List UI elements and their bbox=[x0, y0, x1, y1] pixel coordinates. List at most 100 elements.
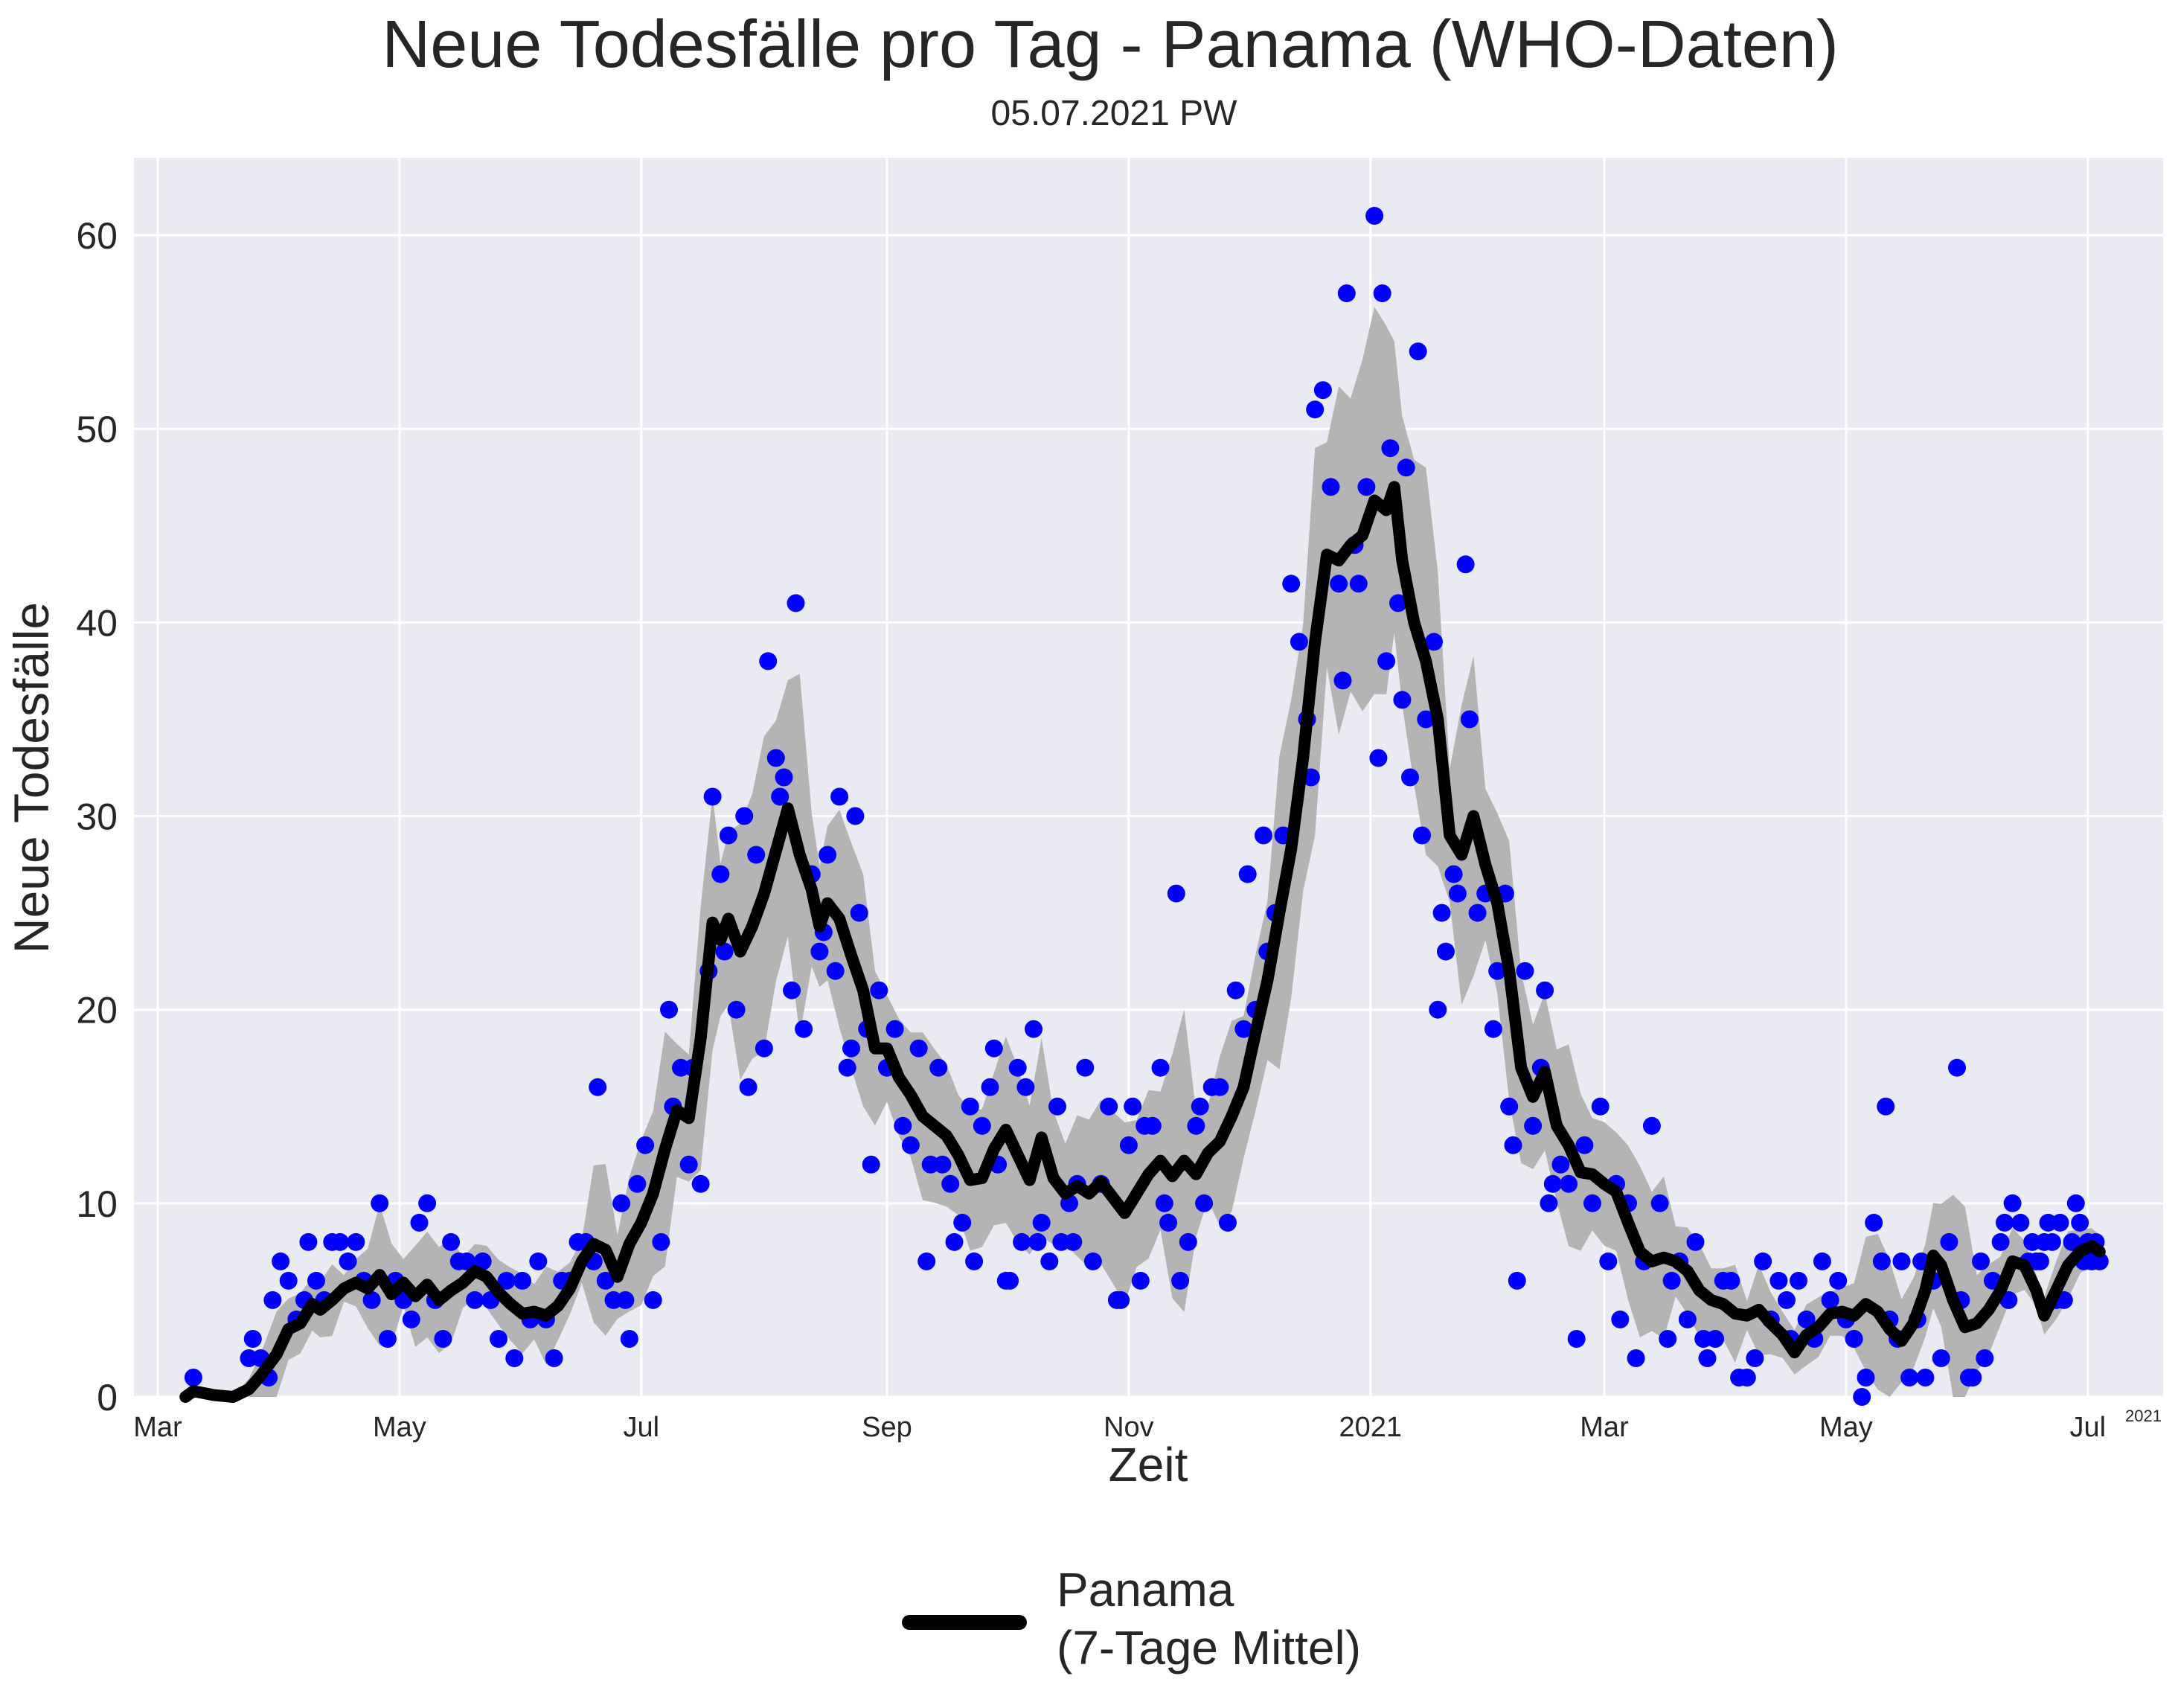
data-point bbox=[1754, 1252, 1772, 1270]
data-point bbox=[1790, 1271, 1807, 1290]
data-point bbox=[272, 1252, 290, 1270]
data-point bbox=[1255, 826, 1272, 845]
mean-line-path bbox=[179, 481, 2106, 1403]
data-point bbox=[1460, 710, 1479, 729]
data-point bbox=[1444, 865, 1463, 883]
data-point bbox=[933, 1155, 952, 1174]
data-point bbox=[917, 1252, 936, 1270]
data-point bbox=[1865, 1213, 1883, 1232]
x-tick-label: Mar bbox=[133, 1412, 182, 1443]
data-point bbox=[1389, 594, 1407, 612]
data-point bbox=[1543, 1174, 1562, 1193]
data-point bbox=[279, 1271, 298, 1290]
data-point bbox=[1401, 768, 1419, 787]
data-point bbox=[1373, 284, 1391, 303]
data-point bbox=[1219, 1213, 1237, 1232]
data-point bbox=[965, 1252, 984, 1270]
data-point bbox=[596, 1271, 615, 1290]
data-point bbox=[1456, 555, 1475, 574]
y-tick-label: 50 bbox=[76, 409, 118, 450]
data-point bbox=[1567, 1330, 1586, 1348]
data-point bbox=[1155, 1194, 1173, 1212]
data-point bbox=[1722, 1271, 1740, 1290]
data-point bbox=[529, 1252, 548, 1270]
data-point bbox=[307, 1271, 325, 1290]
data-point bbox=[1377, 652, 1396, 671]
y-tick-labels: 0 10 20 30 40 50 60 bbox=[76, 215, 118, 1418]
data-point bbox=[739, 1078, 758, 1096]
data-point bbox=[1536, 981, 1554, 999]
data-point bbox=[1508, 1271, 1526, 1290]
data-point bbox=[973, 1116, 991, 1135]
data-point bbox=[1187, 1116, 1205, 1135]
data-point bbox=[545, 1349, 563, 1367]
data-point bbox=[795, 1020, 813, 1038]
data-point bbox=[2071, 1213, 2089, 1232]
data-point bbox=[1028, 1232, 1047, 1251]
data-point bbox=[1131, 1271, 1150, 1290]
data-point bbox=[1349, 575, 1368, 593]
data-point bbox=[941, 1174, 960, 1193]
data-point bbox=[1112, 1290, 1130, 1309]
data-point bbox=[1900, 1369, 1919, 1386]
data-point bbox=[1048, 1097, 1066, 1116]
data-point bbox=[1337, 284, 1356, 303]
confidence-band bbox=[185, 307, 2100, 1397]
data-point bbox=[442, 1232, 461, 1251]
data-point bbox=[945, 1232, 964, 1251]
data-point bbox=[347, 1232, 365, 1251]
data-point bbox=[1171, 1271, 1190, 1290]
data-point bbox=[766, 749, 785, 767]
data-point bbox=[331, 1232, 349, 1251]
data-point bbox=[1991, 1232, 2010, 1251]
data-point bbox=[735, 807, 754, 825]
data-point bbox=[1306, 400, 1325, 419]
data-point bbox=[1769, 1271, 1788, 1290]
data-point bbox=[339, 1252, 357, 1270]
data-point bbox=[1964, 1369, 1982, 1386]
data-point bbox=[1932, 1349, 1950, 1367]
data-point bbox=[1369, 749, 1388, 767]
data-point bbox=[1972, 1252, 1990, 1270]
data-point bbox=[2066, 1194, 2085, 1212]
data-point bbox=[1226, 981, 1245, 999]
data-point bbox=[862, 1155, 880, 1174]
data-point bbox=[652, 1232, 670, 1251]
data-point bbox=[711, 865, 730, 883]
data-point bbox=[1659, 1330, 1677, 1348]
data-point bbox=[1845, 1330, 1863, 1348]
data-point bbox=[458, 1252, 476, 1270]
data-point bbox=[505, 1349, 524, 1367]
data-point bbox=[1393, 691, 1412, 709]
data-point bbox=[775, 768, 793, 787]
data-point bbox=[1409, 342, 1427, 361]
data-point bbox=[660, 1000, 678, 1019]
data-point bbox=[715, 942, 734, 961]
data-point bbox=[1504, 1136, 1522, 1154]
data-point bbox=[1282, 575, 1301, 593]
data-point bbox=[1686, 1232, 1705, 1251]
data-point bbox=[2003, 1194, 2022, 1212]
data-point bbox=[2090, 1252, 2109, 1270]
data-point bbox=[759, 652, 778, 671]
data-point bbox=[1611, 1310, 1630, 1328]
data-point bbox=[1583, 1194, 1601, 1212]
data-point bbox=[1500, 1097, 1519, 1116]
data-point bbox=[1706, 1330, 1725, 1348]
x-axis-label: Zeit bbox=[1109, 1438, 1188, 1491]
x-tick-label: Mar bbox=[1580, 1412, 1629, 1443]
data-point bbox=[1877, 1097, 1895, 1116]
data-point bbox=[1032, 1213, 1051, 1232]
data-point bbox=[1599, 1252, 1618, 1270]
data-point bbox=[1100, 1097, 1118, 1116]
data-point bbox=[243, 1330, 262, 1348]
data-point bbox=[1234, 1020, 1253, 1038]
data-point bbox=[953, 1213, 972, 1232]
data-point bbox=[418, 1194, 437, 1212]
data-point bbox=[1179, 1232, 1197, 1251]
data-point bbox=[691, 1174, 710, 1193]
data-point bbox=[1976, 1349, 1994, 1367]
data-point bbox=[894, 1116, 912, 1135]
data-point bbox=[1191, 1097, 1209, 1116]
